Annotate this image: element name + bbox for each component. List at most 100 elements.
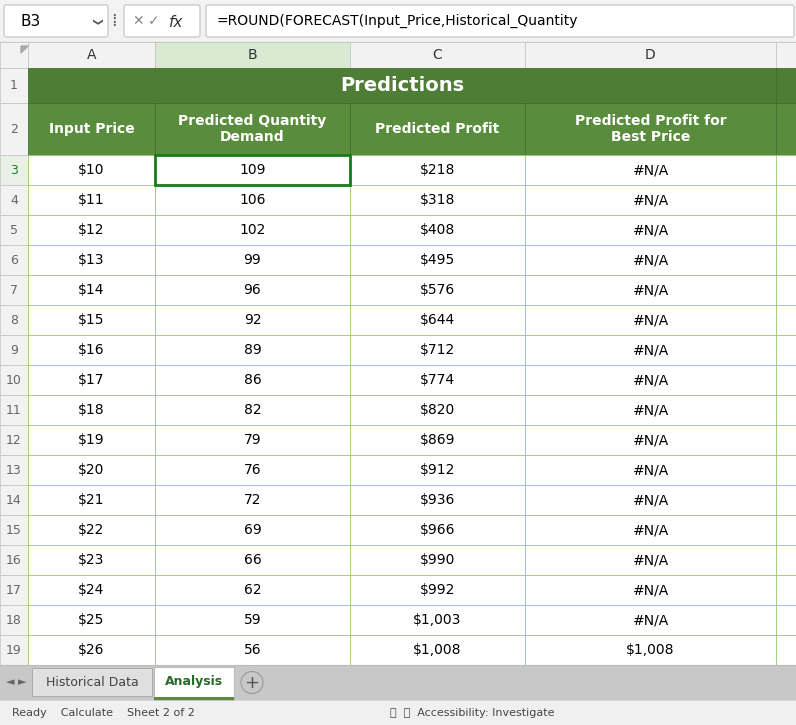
Bar bbox=[28, 395, 155, 425]
Bar bbox=[525, 545, 776, 575]
Bar bbox=[525, 335, 776, 365]
Bar bbox=[350, 455, 525, 485]
Bar bbox=[155, 185, 350, 215]
Polygon shape bbox=[21, 46, 28, 53]
Bar bbox=[776, 425, 796, 455]
Bar bbox=[28, 365, 155, 395]
Text: B: B bbox=[248, 48, 257, 62]
Bar bbox=[28, 215, 155, 245]
Text: 79: 79 bbox=[244, 433, 261, 447]
Bar bbox=[525, 515, 776, 545]
Text: #N/A: #N/A bbox=[632, 193, 669, 207]
Bar bbox=[350, 215, 525, 245]
Bar bbox=[776, 103, 796, 155]
Bar bbox=[0, 605, 28, 635]
Text: 76: 76 bbox=[244, 463, 261, 477]
Text: #N/A: #N/A bbox=[632, 163, 669, 177]
Text: 15: 15 bbox=[6, 523, 22, 536]
Text: #N/A: #N/A bbox=[632, 223, 669, 237]
Bar bbox=[525, 485, 776, 515]
Bar bbox=[350, 635, 525, 665]
Circle shape bbox=[241, 671, 263, 694]
Text: #N/A: #N/A bbox=[632, 343, 669, 357]
Bar bbox=[776, 575, 796, 605]
Bar bbox=[350, 575, 525, 605]
Bar bbox=[776, 605, 796, 635]
Bar bbox=[525, 635, 776, 665]
Bar bbox=[350, 103, 525, 155]
Bar bbox=[776, 245, 796, 275]
FancyBboxPatch shape bbox=[4, 5, 108, 37]
Text: 56: 56 bbox=[244, 643, 261, 657]
Text: C: C bbox=[432, 48, 443, 62]
Bar bbox=[776, 545, 796, 575]
Bar bbox=[0, 665, 796, 700]
Bar bbox=[350, 365, 525, 395]
Text: $17: $17 bbox=[78, 373, 105, 387]
Bar bbox=[155, 335, 350, 365]
Bar bbox=[0, 575, 28, 605]
Bar bbox=[350, 515, 525, 545]
Bar bbox=[0, 155, 28, 185]
Bar bbox=[28, 155, 155, 185]
Bar bbox=[155, 635, 350, 665]
Text: 17: 17 bbox=[6, 584, 22, 597]
Bar bbox=[525, 215, 776, 245]
Text: 10: 10 bbox=[6, 373, 22, 386]
Text: $19: $19 bbox=[78, 433, 105, 447]
Bar bbox=[0, 365, 28, 395]
Bar bbox=[28, 545, 155, 575]
Text: $1,003: $1,003 bbox=[413, 613, 462, 627]
Bar bbox=[776, 455, 796, 485]
Bar bbox=[525, 605, 776, 635]
Bar bbox=[525, 155, 776, 185]
Bar bbox=[525, 275, 776, 305]
Text: $1,008: $1,008 bbox=[413, 643, 462, 657]
Bar bbox=[776, 335, 796, 365]
Text: #N/A: #N/A bbox=[632, 553, 669, 567]
Bar bbox=[28, 455, 155, 485]
Text: ✓: ✓ bbox=[148, 14, 160, 28]
Bar bbox=[525, 455, 776, 485]
Bar bbox=[0, 545, 28, 575]
Text: D: D bbox=[645, 48, 656, 62]
Text: $26: $26 bbox=[78, 643, 105, 657]
Text: Input Price: Input Price bbox=[49, 122, 135, 136]
Bar bbox=[0, 245, 28, 275]
Text: 99: 99 bbox=[244, 253, 261, 267]
Bar bbox=[155, 485, 350, 515]
Text: #N/A: #N/A bbox=[632, 253, 669, 267]
Text: #N/A: #N/A bbox=[632, 433, 669, 447]
Text: $16: $16 bbox=[78, 343, 105, 357]
Text: Predicted Profit: Predicted Profit bbox=[376, 122, 500, 136]
Bar bbox=[155, 215, 350, 245]
Text: $869: $869 bbox=[419, 433, 455, 447]
Bar bbox=[28, 635, 155, 665]
Text: 89: 89 bbox=[244, 343, 261, 357]
Text: Analysis: Analysis bbox=[165, 676, 223, 689]
Bar bbox=[155, 42, 350, 68]
Text: ⁞: ⁞ bbox=[111, 12, 117, 30]
Bar bbox=[525, 575, 776, 605]
Bar bbox=[28, 68, 776, 103]
Text: $992: $992 bbox=[419, 583, 455, 597]
Text: Predicted Quantity
Demand: Predicted Quantity Demand bbox=[178, 114, 326, 144]
Text: 96: 96 bbox=[244, 283, 261, 297]
Text: 62: 62 bbox=[244, 583, 261, 597]
Text: 109: 109 bbox=[240, 163, 266, 177]
Text: $1,008: $1,008 bbox=[626, 643, 675, 657]
Bar bbox=[28, 575, 155, 605]
Text: 9: 9 bbox=[10, 344, 18, 357]
Text: B3: B3 bbox=[20, 14, 41, 28]
Text: #N/A: #N/A bbox=[632, 373, 669, 387]
Text: $820: $820 bbox=[419, 403, 455, 417]
Bar bbox=[154, 697, 234, 700]
Bar bbox=[350, 485, 525, 515]
Text: 4: 4 bbox=[10, 194, 18, 207]
Bar bbox=[0, 0, 796, 42]
Text: 3: 3 bbox=[10, 164, 18, 176]
Bar bbox=[0, 305, 28, 335]
Text: $12: $12 bbox=[78, 223, 105, 237]
Bar bbox=[0, 485, 28, 515]
Text: $21: $21 bbox=[78, 493, 105, 507]
